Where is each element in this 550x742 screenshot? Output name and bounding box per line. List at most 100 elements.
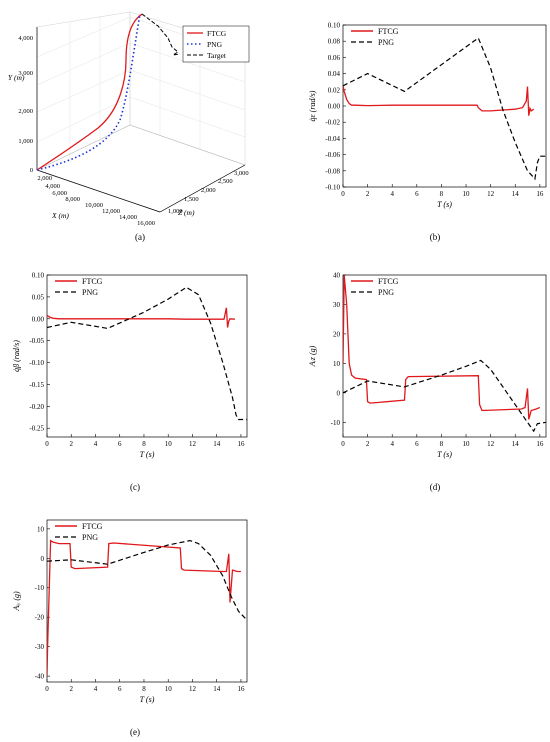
y-tick-label: -0.20 [29, 403, 44, 411]
caption-e: (e) [130, 727, 140, 737]
z-tick-3d: 1,500 [184, 196, 199, 203]
x-tick-label: 2 [69, 685, 73, 693]
x-tick-label: 14 [213, 440, 221, 448]
x-tick-label: 12 [189, 440, 197, 448]
y-tick-label: 0.02 [328, 86, 341, 94]
y-tick-3d: 3,000 [18, 70, 33, 77]
legend-label-png: PNG [82, 533, 98, 542]
x-tick-label: 16 [237, 440, 245, 448]
y-tick-label: -30 [35, 643, 45, 651]
y-ticks-3d: 0 1,000 2,000 3,000 4,000 [18, 35, 33, 174]
x-tick-label: 12 [487, 190, 495, 198]
x-tick-label: 6 [118, 440, 122, 448]
y-tick-label: 0 [41, 555, 45, 563]
x-axis-label: T (s) [140, 450, 155, 459]
x-tick-label: 0 [341, 190, 345, 198]
x-tick-label: 6 [118, 685, 122, 693]
legend-label-ftcg-3d: FTCG [207, 29, 227, 38]
legend-box-3d [182, 25, 250, 63]
plot-frame [46, 274, 248, 438]
series-line-png [47, 286, 247, 421]
x-tick-label: 8 [142, 440, 146, 448]
panel-c: 0 2 4 6 8 10 12 14 16 -0.25 -0.20 -0.15 -0.10 -0.05 0.… [12, 272, 248, 492]
y-tick-label: 40 [333, 272, 341, 280]
z-axis-3d [159, 164, 246, 213]
y-tick-label: -0.02 [325, 119, 340, 127]
y-axis-label-3d: Y (m) [8, 73, 25, 82]
x-tick-label: 8 [142, 685, 146, 693]
x-tick-label: 4 [390, 440, 394, 448]
x-tick-3d: 16,000 [137, 220, 155, 227]
x-axis-label: T (s) [140, 695, 155, 704]
x-tick-label: 0 [341, 440, 345, 448]
x-tick-label: 14 [512, 440, 520, 448]
y-tick-label: -0.10 [325, 184, 340, 192]
y-tick-label: 0.05 [32, 293, 45, 301]
y-tick-label: 0.06 [328, 54, 341, 62]
legend-label-ftcg: FTCG [378, 277, 399, 286]
series-line-png [343, 359, 546, 433]
x-tick-label: 4 [94, 685, 98, 693]
y-tick-label: 0.08 [328, 38, 341, 46]
y-tick-label: 0.10 [328, 22, 341, 30]
y-tick-3d: 4,000 [18, 35, 33, 42]
x-tick-label: 10 [165, 685, 173, 693]
y-tick-label: -0.04 [325, 135, 340, 143]
y-tick-label: 0.04 [328, 70, 341, 78]
x-tick-label: 12 [189, 685, 197, 693]
series-line-png [343, 37, 546, 181]
x-tick-label: 8 [440, 190, 444, 198]
y-axis-label: Aᵢᵧ (g) [12, 591, 21, 612]
y-tick-label: -0.15 [29, 381, 44, 389]
z-ticks-3d: 1,000 1,500 2,000 2,500 3,000 [168, 170, 249, 215]
y-tick-3d: 0 [30, 167, 33, 174]
caption-c: (c) [130, 482, 140, 492]
z-tick-3d: 1,000 [168, 208, 183, 215]
y-axis-label: q̇β (rad/s) [12, 340, 21, 372]
x-tick-label: 2 [366, 440, 370, 448]
line-panels: 0 2 4 6 8 10 12 14 16 -0.10 -0.08 -0.06 -0.04 -0.02 0.… [12, 22, 547, 737]
y-tick-3d: 2,000 [18, 108, 33, 115]
legend-label-png: PNG [378, 38, 394, 47]
z-tick-3d: 3,000 [234, 170, 249, 177]
x-tick-3d: 8,000 [65, 196, 80, 203]
y-tick-label: -0.10 [29, 359, 44, 367]
y-tick-label: -0.06 [325, 151, 340, 159]
panel-a: 0 1,000 2,000 3,000 4,000 Y (m) 2,000 4,… [8, 11, 250, 242]
x-tick-label: 12 [487, 440, 495, 448]
y-tick-label: -0.25 [29, 425, 44, 433]
series-line-ftcg [47, 539, 241, 677]
x-tick-label: 2 [69, 440, 73, 448]
y-tick-3d: 1,000 [18, 138, 33, 145]
target-trajectory-3d [141, 13, 181, 56]
y-axis-label: Aᵢᴢ (g) [308, 345, 317, 367]
x-axis-3d [36, 169, 161, 213]
x-tick-label: 6 [415, 190, 419, 198]
y-tick-label: -40 [35, 673, 45, 681]
plot-frame [342, 274, 547, 438]
x-tick-label: 16 [536, 440, 544, 448]
y-tick-label: 0 [337, 389, 341, 397]
legend-label-png: PNG [378, 288, 394, 297]
x-tick-label: 2 [366, 190, 370, 198]
x-tick-label: 8 [440, 440, 444, 448]
y-tick-label: 0.00 [328, 103, 341, 111]
x-tick-label: 0 [45, 440, 49, 448]
x-tick-3d: 2,000 [37, 175, 52, 182]
y-tick-label: -10 [35, 584, 45, 592]
caption-d: (d) [430, 482, 441, 492]
x-tick-label: 14 [512, 190, 520, 198]
panel-d: 0 2 4 6 8 10 12 14 16 -10 0 10 20 30 40 T (s) Aᵢᴢ (g) FTC… [308, 272, 547, 492]
y-tick-label: -20 [35, 614, 45, 622]
png-trajectory-3d [36, 13, 141, 171]
series-line-ftcg [343, 275, 541, 420]
x-tick-label: 4 [94, 440, 98, 448]
legend-3d: FTCG PNG Target [182, 25, 250, 63]
panel-b: 0 2 4 6 8 10 12 14 16 -0.10 -0.08 -0.06 -0.04 -0.02 0.… [308, 22, 547, 242]
x-tick-3d: 12,000 [102, 208, 120, 215]
series-line-png [47, 539, 247, 621]
series-line-ftcg [47, 307, 235, 328]
legend-label-png: PNG [82, 288, 98, 297]
legend-label-png-3d: PNG [207, 40, 223, 49]
